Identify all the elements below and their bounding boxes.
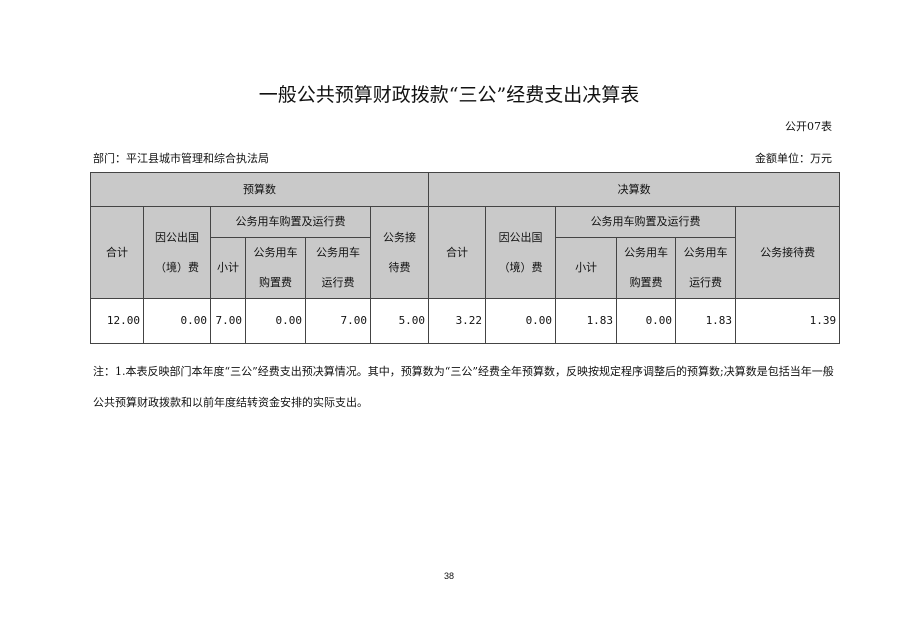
budget-subtotal-header: 小计 <box>210 237 246 299</box>
budget-total-header: 合计 <box>90 206 144 299</box>
final-vehicle-group-header: 公务用车购置及运行费 <box>555 206 737 238</box>
budget-reception: 5.00 <box>369 298 430 344</box>
page-title: 一般公共预算财政拨款“三公”经费支出决算表 <box>258 84 640 106</box>
budget-abroad-header: 因公出国 （境）费 <box>143 206 211 299</box>
footnote: 注：1.本表反映部门本年度“三公”经费支出预决算情况。其中，预算数为“三公”经费… <box>93 365 834 409</box>
department-label: 部门：平江县城市管理和综合执法局 <box>93 152 269 165</box>
budget-total: 12.00 <box>90 298 144 344</box>
expenditure-table: 预算数 决算数 合计 因公出国 （境）费 公务用车购置及运行费 公务接 待费 合计 … <box>89 172 841 344</box>
budget-running: 7.00 <box>305 298 371 344</box>
budget-subtotal: 7.00 <box>210 298 246 344</box>
final-total-header: 合计 <box>428 206 487 299</box>
final-subtotal: 1.83 <box>555 298 618 344</box>
final-reception: 1.39 <box>735 298 841 344</box>
final-subtotal-header: 小计 <box>555 237 618 299</box>
unit-label: 金额单位：万元 <box>755 152 832 165</box>
budget-reception-header: 公务接 待费 <box>369 206 430 299</box>
final-abroad: 0.00 <box>485 298 557 344</box>
budget-purchase: 0.00 <box>245 298 306 344</box>
table-row: 12.00 0.00 7.00 0.00 7.00 5.00 3.22 0.00… <box>90 298 841 344</box>
budget-running-header: 公务用车 运行费 <box>305 237 371 299</box>
final-purchase-header: 公务用车 购置费 <box>616 237 677 299</box>
budget-purchase-header: 公务用车 购置费 <box>245 237 306 299</box>
form-code: 公开07表 <box>785 120 832 133</box>
page-number: 38 <box>443 571 454 581</box>
final-running: 1.83 <box>675 298 737 344</box>
final-total: 3.22 <box>428 298 487 344</box>
final-abroad-header: 因公出国 （境）费 <box>485 206 557 299</box>
budget-abroad: 0.00 <box>143 298 211 344</box>
final-header: 决算数 <box>428 172 841 207</box>
final-running-header: 公务用车 运行费 <box>675 237 737 299</box>
budget-header: 预算数 <box>89 172 430 207</box>
budget-vehicle-group-header: 公务用车购置及运行费 <box>210 206 371 238</box>
final-purchase: 0.00 <box>616 298 677 344</box>
final-reception-header: 公务接待费 <box>735 206 841 299</box>
